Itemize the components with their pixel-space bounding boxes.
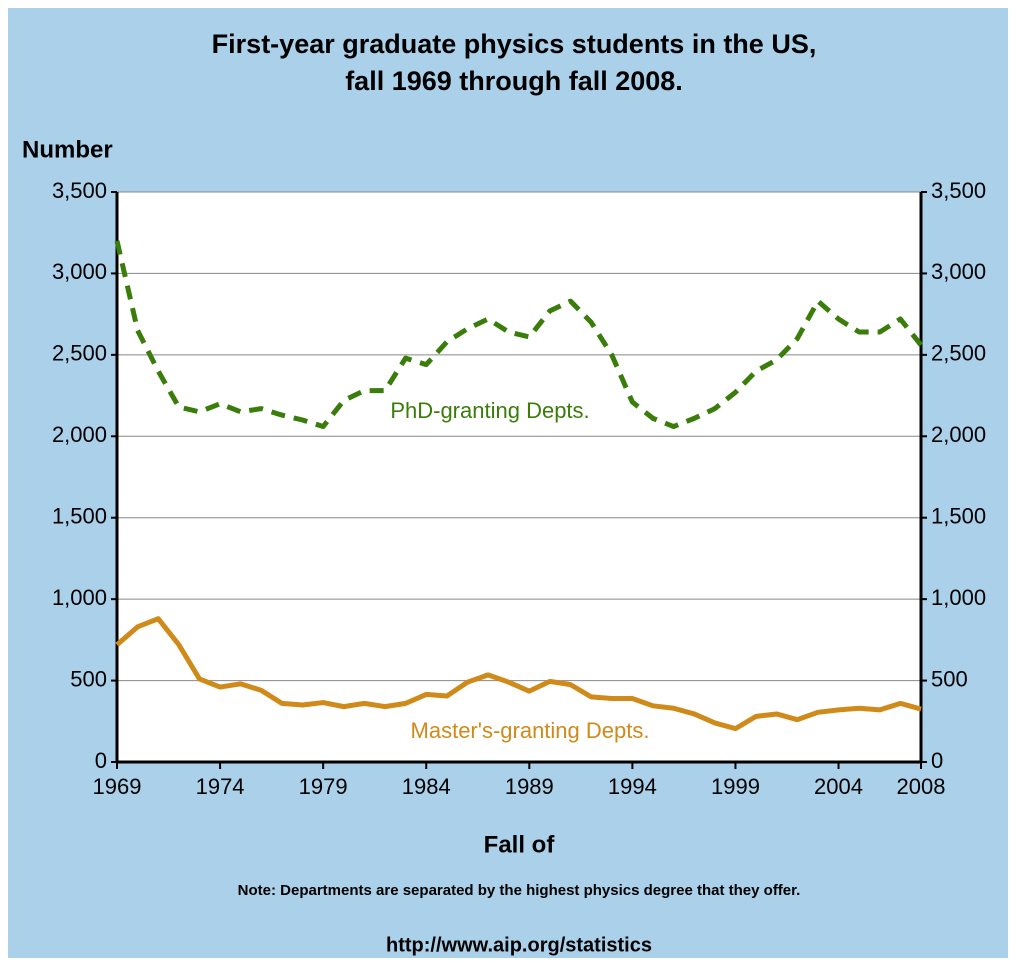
y-tick-label: 3,500: [52, 178, 107, 203]
y2-tick-label: 1,000: [931, 585, 986, 610]
y2-tick-label: 1,500: [931, 504, 986, 529]
chart-title: fall 1969 through fall 2008.: [345, 66, 683, 96]
y2-tick-label: 3,500: [931, 178, 986, 203]
annotation: Master's-granting Depts.: [411, 718, 650, 743]
y2-tick-label: 2,000: [931, 422, 986, 447]
annotation: PhD-granting Depts.: [390, 398, 589, 423]
x-tick-label: 1974: [196, 774, 245, 799]
y2-tick-label: 3,000: [931, 259, 986, 284]
y-tick-label: 2,500: [52, 341, 107, 366]
y2-tick-label: 2,500: [931, 341, 986, 366]
y-tick-label: 500: [70, 666, 107, 691]
y-tick-label: 1,000: [52, 585, 107, 610]
x-tick-label: 1994: [608, 774, 657, 799]
source: http://www.aip.org/statistics: [386, 934, 652, 956]
series-line: [114, 240, 923, 430]
y-axis-label: Number: [22, 136, 113, 163]
y-tick-label: 2,000: [52, 422, 107, 447]
x-tick-label: 1979: [299, 774, 348, 799]
series-line: [115, 616, 922, 732]
x-axis-label: Fall of: [484, 831, 556, 858]
x-tick-label: 2008: [897, 774, 946, 799]
x-tick-label: 2004: [814, 774, 863, 799]
note: Note: Departments are separated by the h…: [238, 882, 801, 899]
x-tick-label: 1989: [505, 774, 554, 799]
y-tick-label: 1,500: [52, 504, 107, 529]
y-tick-label: 3,000: [52, 259, 107, 284]
y-tick-label: 0: [95, 748, 107, 773]
x-tick-label: 1999: [711, 774, 760, 799]
x-tick-label: 1984: [402, 774, 451, 799]
y2-tick-label: 0: [931, 748, 943, 773]
x-tick-label: 1969: [93, 774, 142, 799]
chart-title: First-year graduate physics students in …: [212, 29, 817, 59]
plot-area: [117, 192, 921, 762]
y2-tick-label: 500: [931, 666, 968, 691]
